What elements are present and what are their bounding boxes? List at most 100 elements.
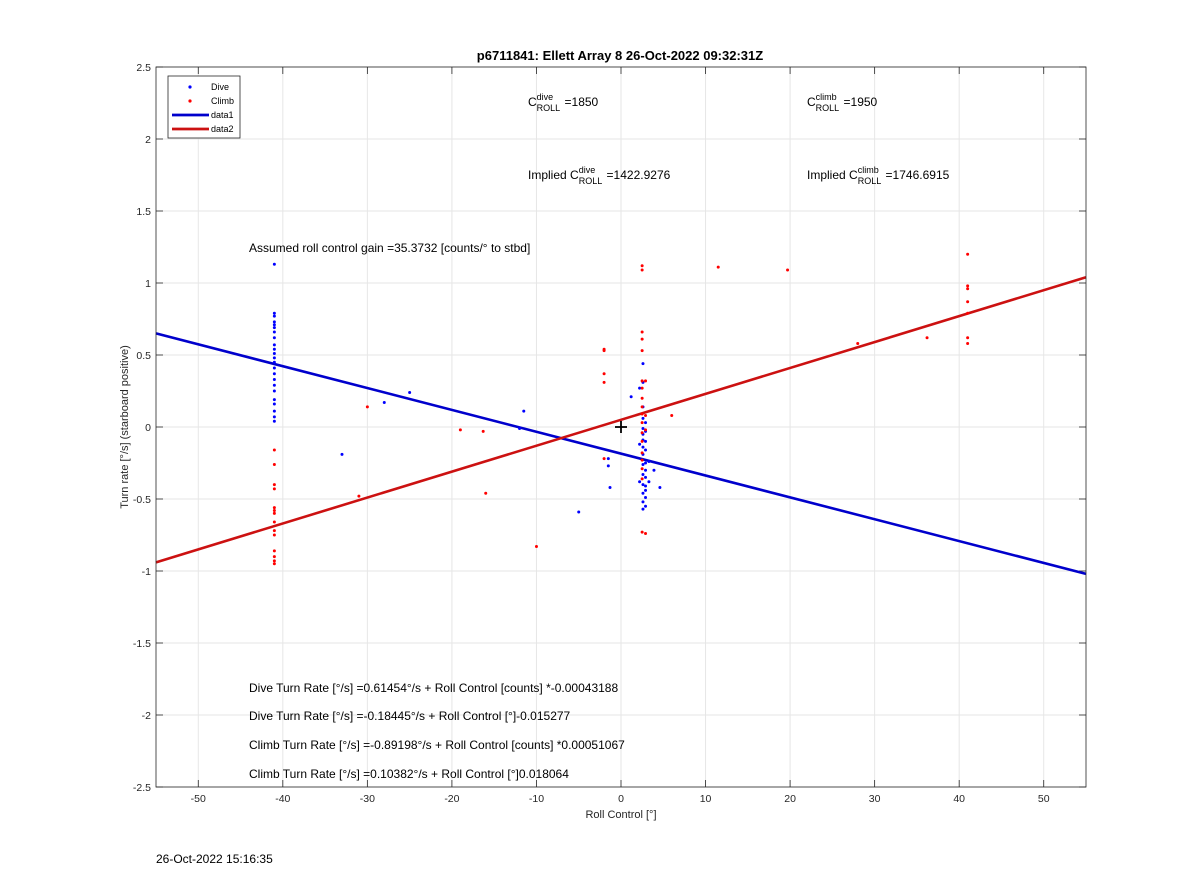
annotation-c-dive: Cdive ROLL =1850	[528, 92, 599, 113]
point-climb	[640, 467, 644, 471]
legend-label: data1	[211, 110, 234, 120]
point-dive	[641, 491, 645, 495]
y-tick-label: -0.5	[133, 494, 151, 506]
x-axis-label: Roll Control [°]	[585, 809, 656, 821]
point-climb	[640, 421, 644, 425]
point-dive	[641, 445, 645, 449]
point-climb	[272, 562, 276, 566]
annotation-prefix: Implied	[807, 168, 849, 182]
y-tick-label: 2	[145, 134, 151, 146]
point-climb	[670, 413, 674, 417]
point-dive	[272, 360, 276, 364]
annotation-value: =1422.9276	[603, 168, 670, 182]
point-dive	[644, 496, 648, 500]
point-climb	[640, 268, 644, 272]
point-dive	[522, 409, 526, 413]
point-dive	[647, 480, 651, 484]
x-tick-label: 30	[869, 793, 881, 805]
point-dive	[272, 336, 276, 340]
y-tick-label: -2	[142, 710, 151, 722]
annotation-implied-climb: Implied Cclimb ROLL =1746.6915	[807, 165, 950, 186]
point-dive	[272, 347, 276, 351]
point-climb	[272, 555, 276, 559]
legend-marker-dive	[188, 85, 192, 89]
point-climb	[716, 265, 720, 269]
point-dive	[272, 311, 276, 315]
point-climb	[272, 529, 276, 533]
point-climb	[272, 549, 276, 553]
annotation-superscript: dive	[579, 165, 596, 175]
point-dive	[644, 439, 648, 443]
x-tick-label: -20	[444, 793, 459, 805]
point-dive	[272, 314, 276, 318]
point-dive	[641, 426, 645, 430]
point-dive	[638, 442, 642, 446]
x-tick-label: -30	[360, 793, 375, 805]
point-dive	[272, 326, 276, 330]
x-tick-label: -10	[529, 793, 544, 805]
annotation-eq3: Climb Turn Rate [°/s] =-0.89198°/s + Rol…	[249, 738, 625, 752]
point-dive	[272, 383, 276, 387]
point-dive	[638, 480, 642, 484]
annotation-eq2: Dive Turn Rate [°/s] =-0.18445°/s + Roll…	[249, 709, 571, 723]
point-dive	[272, 398, 276, 402]
point-dive	[641, 500, 645, 504]
point-climb	[640, 458, 644, 462]
point-dive	[606, 457, 610, 461]
point-climb	[786, 268, 790, 272]
annotation-c-climb: Cclimb ROLL =1950	[807, 92, 878, 113]
point-climb	[640, 396, 644, 400]
y-tick-label: -2.5	[133, 782, 151, 794]
point-climb	[966, 300, 970, 304]
point-dive	[272, 409, 276, 413]
point-climb	[365, 405, 369, 409]
point-dive	[272, 356, 276, 360]
point-dive	[644, 461, 648, 465]
point-climb	[966, 287, 970, 291]
point-climb	[966, 341, 970, 345]
point-climb	[640, 439, 644, 443]
point-dive	[644, 504, 648, 508]
point-dive	[272, 389, 276, 393]
point-climb	[925, 336, 929, 340]
legend-label: data2	[211, 124, 234, 134]
point-climb	[640, 477, 644, 481]
point-climb	[640, 349, 644, 353]
y-tick-label: 2.5	[136, 62, 151, 74]
data-points	[272, 252, 970, 566]
annotation-superscript: climb	[858, 165, 879, 175]
plot-border	[155, 66, 1087, 788]
point-dive	[641, 483, 645, 487]
y-tick-label: -1	[142, 566, 151, 578]
annotation-gain: Assumed roll control gain =35.3732 [coun…	[249, 241, 530, 255]
annotation-value: =1746.6915	[882, 168, 949, 182]
x-tick-label: 10	[700, 793, 712, 805]
fit-line-data2	[155, 275, 1087, 564]
annotation-superscript: climb	[816, 92, 837, 102]
point-dive	[272, 366, 276, 370]
y-tick-label: 0.5	[136, 350, 151, 362]
point-climb	[272, 509, 276, 513]
point-climb	[481, 429, 485, 433]
point-dive	[641, 507, 645, 511]
x-tick-label: -50	[191, 793, 206, 805]
annotation-eq4: Climb Turn Rate [°/s] =0.10382°/s + Roll…	[249, 767, 569, 781]
point-dive	[272, 323, 276, 327]
point-dive	[641, 362, 645, 366]
point-climb	[640, 386, 644, 390]
annotation-prefix: Implied	[528, 168, 570, 182]
x-tick-label: -40	[275, 793, 290, 805]
point-climb	[640, 405, 644, 409]
annotation-superscript: dive	[537, 92, 554, 102]
point-dive	[644, 468, 648, 472]
point-dive	[272, 330, 276, 334]
legend-label: Climb	[211, 96, 234, 106]
point-climb	[644, 532, 648, 536]
annotation-subscript: ROLL	[537, 103, 561, 113]
point-dive	[644, 484, 648, 488]
point-climb	[272, 520, 276, 524]
point-dive	[577, 510, 581, 514]
origin-marker	[615, 421, 627, 433]
y-tick-label: 0	[145, 422, 151, 434]
